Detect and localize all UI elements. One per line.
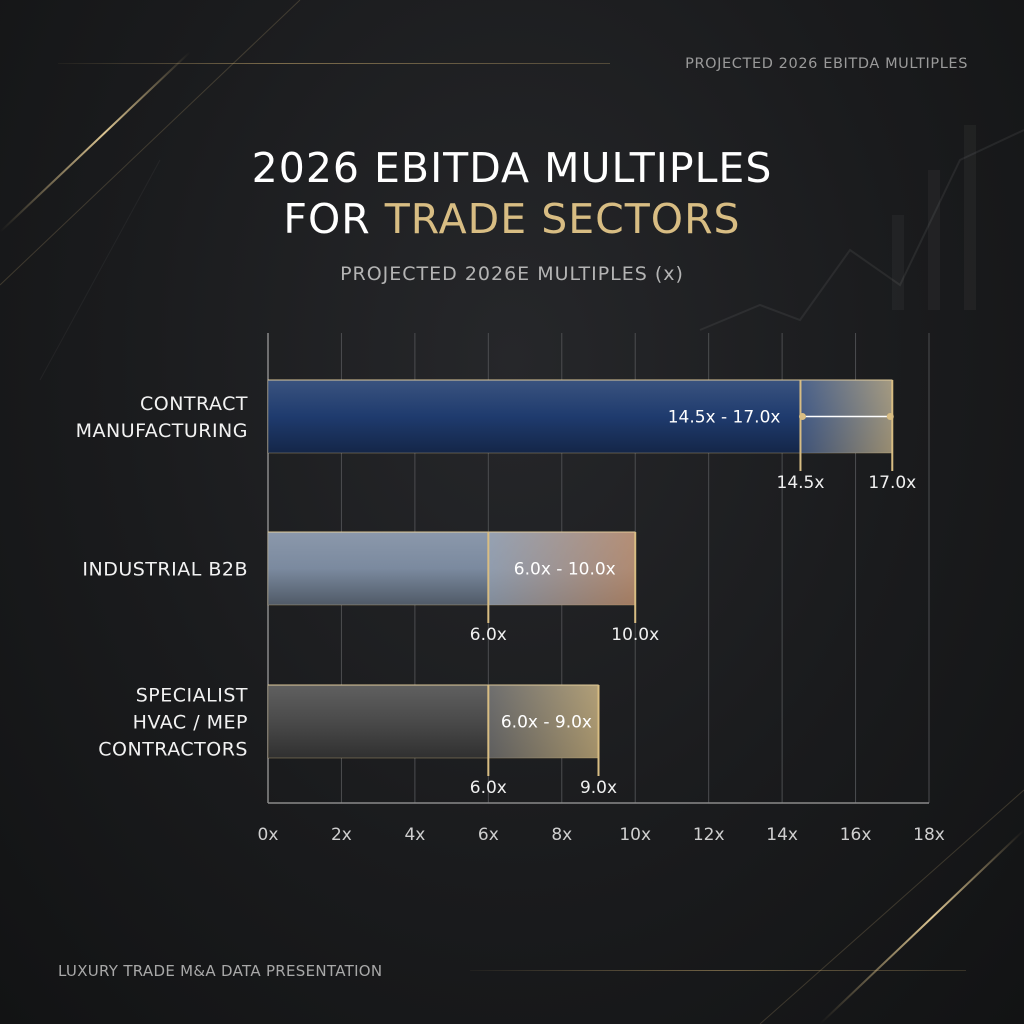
x-tick-label: 12x — [693, 825, 725, 845]
high-value-label: 9.0x — [580, 778, 617, 798]
footer-text: LUXURY TRADE M&A DATA PRESENTATION — [58, 962, 383, 980]
high-value-label: 17.0x — [868, 473, 916, 493]
low-value-label: 6.0x — [470, 625, 507, 645]
category-label: CONTRACTORS — [98, 739, 248, 761]
low-value-label: 14.5x — [777, 473, 825, 493]
category-label: CONTRACT — [140, 393, 248, 415]
category-label: HVAC / MEP — [133, 712, 248, 734]
x-tick-label: 18x — [913, 825, 945, 845]
bar-range-highlight — [488, 685, 599, 758]
low-value-label: 6.0x — [470, 778, 507, 798]
x-tick-label: 0x — [258, 825, 279, 845]
high-value-label: 10.0x — [611, 625, 659, 645]
x-tick-label: 2x — [331, 825, 352, 845]
title-line-2: FOR TRADE SECTORS — [0, 194, 1024, 245]
top-caption: PROJECTED 2026 EBITDA MULTIPLES — [685, 56, 968, 72]
range-arrow-start — [798, 413, 806, 420]
bottom-divider-line — [470, 970, 966, 971]
top-divider-line — [58, 63, 610, 64]
chart-title: 2026 EBITDA MULTIPLES FOR TRADE SECTORS — [0, 143, 1024, 245]
x-tick-label: 14x — [766, 825, 798, 845]
range-label: 14.5x - 17.0x — [668, 408, 781, 428]
x-tick-label: 6x — [478, 825, 499, 845]
x-tick-label: 10x — [619, 825, 651, 845]
x-tick-label: 16x — [840, 825, 872, 845]
title-prefix: FOR — [283, 195, 385, 243]
title-line-1: 2026 EBITDA MULTIPLES — [251, 144, 773, 192]
x-tick-label: 4x — [404, 825, 425, 845]
category-label: SPECIALIST — [136, 685, 248, 707]
title-accent: TRADE SECTORS — [384, 195, 741, 243]
range-arrow-end — [886, 413, 894, 420]
range-label: 6.0x - 9.0x — [501, 713, 592, 733]
category-label: MANUFACTURING — [76, 420, 248, 442]
bar — [267, 379, 893, 454]
range-label: 6.0x - 10.0x — [514, 560, 616, 580]
category-label: INDUSTRIAL B2B — [82, 559, 248, 581]
x-tick-label: 8x — [551, 825, 572, 845]
chart-subtitle: PROJECTED 2026E MULTIPLES (x) — [340, 263, 684, 285]
bar-range-highlight — [488, 532, 636, 605]
